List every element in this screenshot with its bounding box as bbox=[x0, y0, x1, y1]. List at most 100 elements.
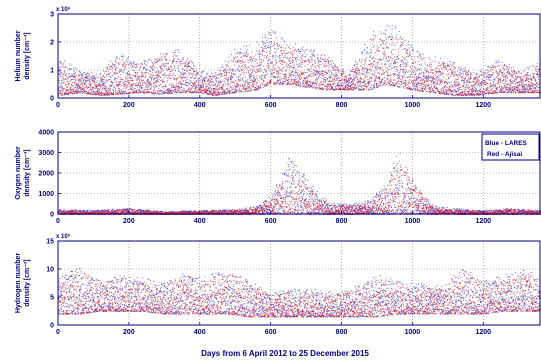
data-point bbox=[411, 46, 412, 48]
data-point bbox=[278, 76, 279, 78]
data-point bbox=[536, 74, 538, 75]
data-point bbox=[329, 64, 331, 66]
data-point bbox=[207, 80, 209, 82]
data-point bbox=[479, 82, 481, 84]
data-point bbox=[179, 82, 181, 84]
data-point bbox=[280, 63, 281, 65]
data-point bbox=[323, 71, 325, 73]
data-point bbox=[278, 80, 280, 82]
data-point bbox=[114, 78, 116, 80]
data-point bbox=[163, 53, 164, 55]
data-point bbox=[259, 64, 261, 66]
data-point bbox=[182, 74, 184, 76]
data-point bbox=[218, 68, 220, 70]
data-point bbox=[504, 82, 506, 84]
data-point bbox=[164, 58, 166, 60]
data-point bbox=[89, 78, 91, 80]
data-point bbox=[436, 79, 438, 81]
data-point bbox=[60, 63, 62, 65]
data-point bbox=[238, 59, 239, 61]
data-point bbox=[441, 87, 443, 89]
data-point bbox=[405, 85, 407, 87]
data-point bbox=[528, 79, 530, 81]
data-point bbox=[214, 76, 216, 78]
data-point bbox=[276, 49, 278, 51]
data-point bbox=[215, 74, 217, 76]
data-point bbox=[100, 86, 102, 88]
data-point bbox=[419, 85, 421, 87]
data-point bbox=[285, 78, 287, 80]
data-point bbox=[140, 63, 142, 65]
data-point bbox=[520, 79, 522, 81]
data-point bbox=[197, 76, 199, 78]
data-point bbox=[126, 85, 128, 87]
data-point bbox=[309, 81, 310, 82]
data-point bbox=[328, 70, 330, 72]
data-point bbox=[307, 78, 309, 80]
data-point bbox=[263, 55, 265, 57]
data-point bbox=[305, 86, 307, 88]
data-point bbox=[89, 83, 91, 85]
data-point bbox=[170, 66, 172, 68]
data-point bbox=[192, 72, 194, 74]
data-point bbox=[179, 91, 181, 93]
data-point bbox=[233, 87, 235, 89]
data-point bbox=[153, 92, 155, 94]
data-point bbox=[79, 90, 81, 92]
data-point bbox=[217, 92, 219, 94]
data-point bbox=[190, 92, 192, 94]
data-point bbox=[113, 91, 115, 93]
data-point bbox=[102, 78, 104, 80]
data-point bbox=[166, 90, 168, 91]
data-point bbox=[496, 61, 498, 63]
data-point bbox=[431, 91, 433, 93]
data-point bbox=[304, 56, 306, 58]
data-point bbox=[128, 81, 129, 83]
data-point bbox=[447, 78, 449, 80]
data-point bbox=[399, 46, 401, 48]
data-point bbox=[405, 81, 406, 83]
data-point bbox=[327, 70, 329, 72]
data-point bbox=[391, 85, 393, 87]
data-point bbox=[501, 91, 503, 93]
data-point bbox=[213, 95, 215, 96]
data-point bbox=[335, 86, 337, 88]
data-point bbox=[440, 82, 442, 84]
data-point bbox=[521, 89, 523, 91]
data-point bbox=[136, 66, 138, 68]
data-point bbox=[416, 51, 418, 53]
data-point bbox=[128, 93, 130, 95]
data-point bbox=[77, 86, 79, 88]
data-point bbox=[132, 75, 134, 76]
data-point bbox=[248, 81, 250, 83]
data-point bbox=[196, 73, 198, 75]
data-point bbox=[156, 80, 158, 82]
data-point bbox=[190, 81, 192, 83]
data-point bbox=[126, 71, 128, 73]
data-point bbox=[106, 75, 108, 77]
data-point bbox=[138, 67, 140, 69]
data-point bbox=[201, 72, 203, 74]
data-point bbox=[433, 78, 435, 80]
data-point bbox=[239, 67, 241, 69]
data-point bbox=[192, 62, 194, 64]
data-point bbox=[485, 92, 487, 94]
data-point bbox=[409, 88, 411, 90]
data-point bbox=[295, 85, 297, 87]
data-point bbox=[415, 77, 417, 79]
data-point bbox=[152, 65, 154, 66]
data-point bbox=[447, 93, 448, 95]
data-point bbox=[321, 88, 323, 90]
data-point bbox=[338, 88, 340, 90]
data-point bbox=[440, 71, 441, 73]
data-point bbox=[439, 72, 441, 74]
data-point bbox=[82, 83, 84, 85]
data-point bbox=[500, 69, 501, 71]
data-point bbox=[487, 71, 489, 73]
data-point bbox=[132, 92, 134, 94]
data-point bbox=[322, 83, 324, 85]
data-point bbox=[323, 64, 325, 66]
data-point bbox=[505, 69, 507, 71]
data-point bbox=[493, 82, 494, 84]
data-point bbox=[253, 69, 255, 71]
